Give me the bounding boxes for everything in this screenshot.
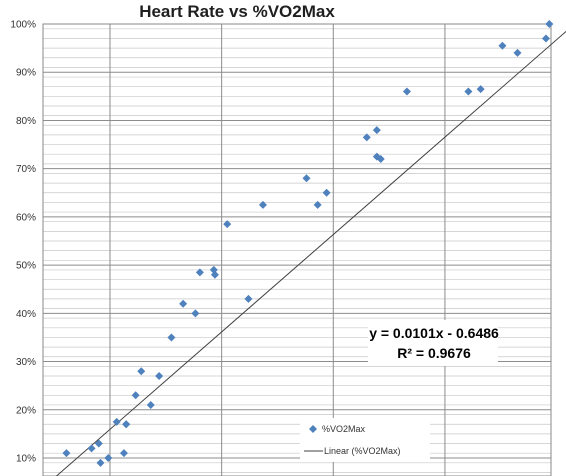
data-point <box>302 174 311 183</box>
data-point <box>464 87 473 96</box>
data-point <box>223 220 232 229</box>
data-point <box>372 126 381 135</box>
data-point <box>545 20 554 28</box>
data-point <box>137 367 146 376</box>
chart-title: Heart Rate vs %VO2Max <box>139 2 335 21</box>
y-tick-label: 20% <box>16 405 36 416</box>
data-point <box>62 449 71 458</box>
data-point <box>258 200 267 209</box>
y-tick-label: 30% <box>16 357 36 368</box>
data-point <box>96 458 105 467</box>
y-tick-label: 50% <box>16 261 36 272</box>
vertical-gridlines <box>109 24 446 476</box>
y-tick-label: 60% <box>16 212 36 223</box>
data-point <box>402 87 411 96</box>
equation-box: y = 0.0101x - 0.6486 R² = 0.9676 <box>368 320 499 366</box>
data-point <box>155 372 164 381</box>
data-point <box>104 454 113 462</box>
legend-label-trendline: Linear (%VO2Max) <box>324 446 401 456</box>
data-point <box>122 420 131 429</box>
y-tick-label: 90% <box>16 68 36 79</box>
data-point <box>131 391 140 400</box>
data-point <box>244 294 253 303</box>
data-point <box>322 188 331 197</box>
legend: %VO2Max Linear (%VO2Max) <box>300 418 430 462</box>
plot-area-border <box>42 23 552 476</box>
data-point <box>191 309 200 318</box>
equation-box-background <box>368 320 498 366</box>
data-point <box>210 270 219 279</box>
data-points <box>62 20 554 467</box>
data-point <box>87 444 96 453</box>
data-point <box>179 299 188 308</box>
data-point <box>498 41 507 50</box>
data-point <box>513 48 522 57</box>
data-point <box>195 268 204 277</box>
legend-label-series: %VO2Max <box>322 424 366 434</box>
data-point <box>94 439 103 448</box>
y-tick-label: 100% <box>10 20 36 31</box>
y-tick-label: 80% <box>16 116 36 127</box>
legend-marker-diamond <box>309 425 317 433</box>
data-point <box>112 417 121 426</box>
trendline-equation: y = 0.0101x - 0.6486 <box>369 325 499 341</box>
data-point <box>541 34 550 43</box>
data-point <box>476 85 485 94</box>
y-axis-tick-labels: 100% 90% 80% 70% 60% 50% 40% 30% 20% 10% <box>10 20 36 465</box>
data-point <box>376 155 385 164</box>
data-point <box>167 333 176 342</box>
y-tick-label: 10% <box>16 454 36 465</box>
data-point <box>146 400 155 409</box>
r-squared-value: R² = 0.9676 <box>397 345 471 361</box>
data-point <box>362 133 371 142</box>
y-tick-label: 70% <box>16 164 36 175</box>
data-point <box>119 449 128 458</box>
data-point <box>313 200 322 209</box>
trendline-line <box>55 30 566 476</box>
y-tick-label: 40% <box>16 309 36 320</box>
legend-background <box>300 418 430 462</box>
trendline <box>55 30 566 476</box>
